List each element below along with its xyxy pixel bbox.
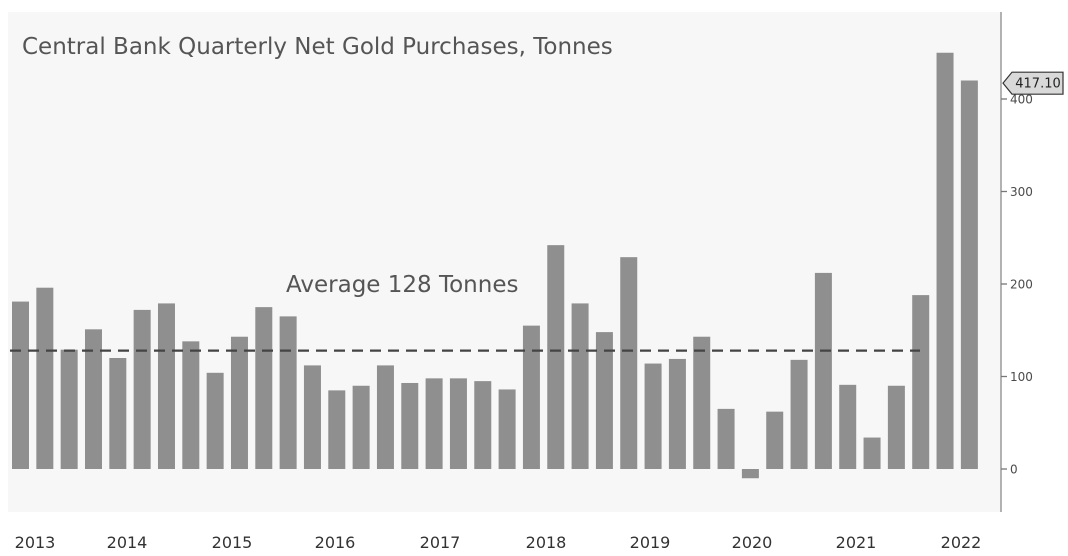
bar-2022-q2 bbox=[912, 295, 930, 469]
bar-2013-q3 bbox=[60, 349, 78, 469]
bar-2019-q2 bbox=[620, 257, 638, 469]
bar-2019-q1 bbox=[595, 332, 613, 469]
bar-2017-q1 bbox=[401, 382, 419, 469]
bar-2020-q3 bbox=[741, 469, 759, 479]
bar-2016-q1 bbox=[303, 365, 321, 469]
x-label-2017: 2017 bbox=[420, 533, 461, 552]
bar-2017-q3 bbox=[449, 378, 467, 469]
bar-2022-q4 bbox=[960, 80, 978, 469]
last-value-label: 417.10 bbox=[1015, 77, 1061, 92]
bars-group bbox=[12, 52, 978, 479]
average-annotation: Average 128 Tonnes bbox=[286, 272, 518, 298]
bar-2014-q4 bbox=[182, 341, 200, 469]
bar-2015-q1 bbox=[206, 372, 224, 469]
x-label-2013: 2013 bbox=[15, 533, 56, 552]
bar-2014-q1 bbox=[109, 358, 127, 469]
bar-2015-q4 bbox=[279, 316, 297, 470]
bar-2013-q4 bbox=[84, 329, 102, 469]
bar-2017-q2 bbox=[425, 378, 443, 469]
y-tick-label-200: 200 bbox=[1010, 278, 1033, 292]
bar-2018-q2 bbox=[522, 325, 540, 470]
bar-2016-q4 bbox=[376, 365, 394, 469]
bar-2016-q2 bbox=[328, 390, 346, 470]
bar-2015-q3 bbox=[255, 307, 273, 470]
bar-2013-q2 bbox=[36, 287, 54, 469]
x-label-2020: 2020 bbox=[732, 533, 773, 552]
bar-2020-q1 bbox=[693, 336, 711, 469]
x-label-2019: 2019 bbox=[630, 533, 671, 552]
y-tick-label-100: 100 bbox=[1010, 370, 1033, 384]
y-tick-label-400: 400 bbox=[1010, 93, 1033, 107]
bar-2020-q2 bbox=[717, 408, 735, 470]
y-tick-label-300: 300 bbox=[1010, 185, 1033, 199]
x-label-2016: 2016 bbox=[315, 533, 356, 552]
bar-2018-q3 bbox=[547, 245, 565, 469]
bar-2015-q2 bbox=[230, 336, 248, 469]
chart-title: Central Bank Quarterly Net Gold Purchase… bbox=[22, 34, 613, 60]
bar-2014-q2 bbox=[133, 309, 151, 469]
bar-2016-q3 bbox=[352, 385, 370, 469]
y-ticks-group: 0 100 200 300 400 bbox=[1001, 93, 1033, 477]
x-label-2015: 2015 bbox=[212, 533, 253, 552]
bar-2020-q4 bbox=[766, 411, 784, 469]
x-label-2022: 2022 bbox=[941, 533, 982, 552]
bar-2021-q2 bbox=[814, 272, 832, 469]
x-label-2014: 2014 bbox=[107, 533, 148, 552]
x-label-2021: 2021 bbox=[836, 533, 877, 552]
bar-2014-q3 bbox=[157, 303, 175, 469]
bar-2018-q4 bbox=[571, 303, 589, 469]
x-label-2018: 2018 bbox=[526, 533, 567, 552]
bar-2019-q3 bbox=[644, 363, 662, 469]
x-labels-group: 2013 2014 2015 2016 2017 2018 2019 2020 2021 2022 bbox=[15, 533, 982, 552]
bar-2022-q1 bbox=[887, 385, 905, 469]
bar-2021-q3 bbox=[839, 384, 857, 469]
y-tick-label-0: 0 bbox=[1010, 463, 1018, 477]
last-value-tag: 417.10 bbox=[1002, 71, 1064, 95]
bar-2018-q1 bbox=[498, 389, 516, 469]
bar-2019-q4 bbox=[668, 358, 686, 469]
bar-2022-q3 bbox=[936, 52, 954, 469]
bar-2021-q1 bbox=[790, 359, 808, 469]
last-value-tag-shape bbox=[1002, 71, 1064, 95]
bar-2021-q4 bbox=[863, 437, 881, 469]
bar-2013-q1 bbox=[12, 301, 29, 469]
bar-2017-q4 bbox=[474, 381, 492, 470]
